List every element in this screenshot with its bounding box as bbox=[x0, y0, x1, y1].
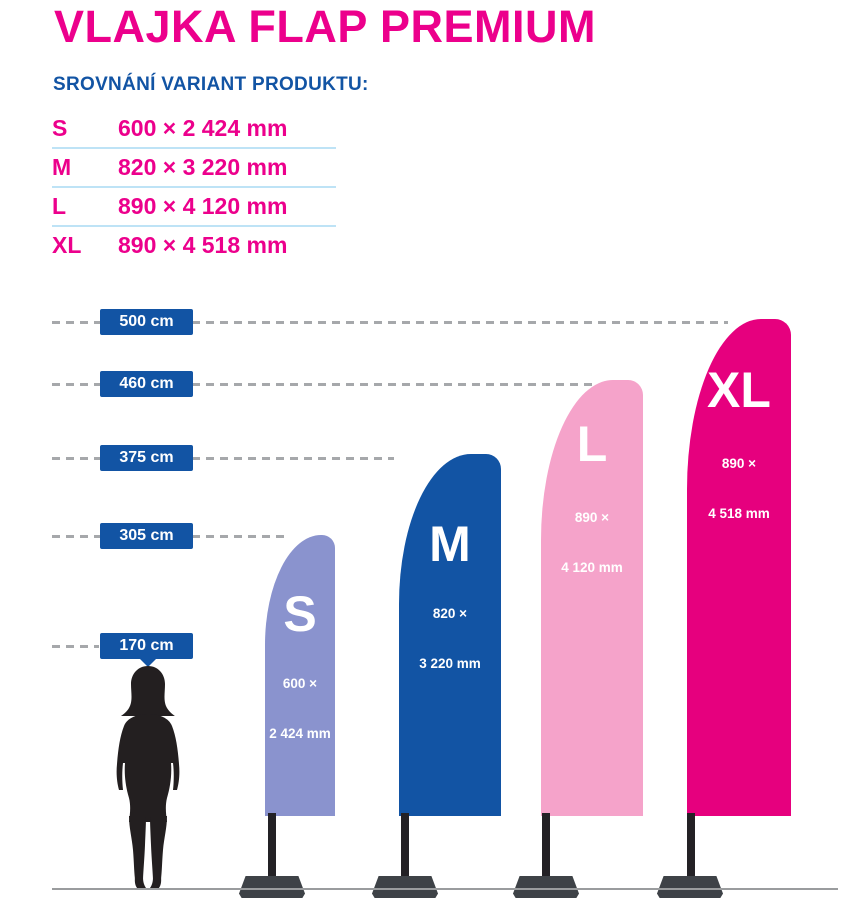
flag-dimensions: 820 × 3 220 mm bbox=[419, 606, 481, 671]
scale-badge-500: 500 cm bbox=[100, 309, 193, 335]
scale-line-460 bbox=[52, 383, 592, 386]
scale-badge-460: 460 cm bbox=[100, 371, 193, 397]
scale-badge-label: 500 cm bbox=[119, 313, 174, 330]
variant-row: S 600 × 2 424 mm bbox=[52, 110, 336, 149]
person-silhouette-icon bbox=[116, 666, 180, 889]
variant-dimensions: 600 × 2 424 mm bbox=[118, 115, 288, 141]
scale-badge-label: 460 cm bbox=[119, 375, 174, 392]
ground-line bbox=[52, 888, 838, 890]
scale-badge-305: 305 cm bbox=[100, 523, 193, 549]
variant-row: L 890 × 4 120 mm bbox=[52, 188, 336, 227]
flag-base bbox=[372, 876, 438, 898]
variant-row: M 820 × 3 220 mm bbox=[52, 149, 336, 188]
flag-dimensions: 600 × 2 424 mm bbox=[269, 676, 331, 741]
flag-size-letter: L bbox=[576, 416, 608, 472]
flag-base bbox=[239, 876, 305, 898]
flag-l: L 890 × 4 120 mm bbox=[541, 380, 643, 816]
variant-dimensions: 820 × 3 220 mm bbox=[118, 154, 288, 180]
scale-badge-170: 170 cm bbox=[100, 633, 193, 667]
scale-line-500 bbox=[52, 321, 728, 324]
variant-size-label: M bbox=[52, 154, 72, 180]
scale-line-375 bbox=[52, 457, 394, 460]
scale-badge-375: 375 cm bbox=[100, 445, 193, 471]
flag-pole bbox=[687, 813, 695, 891]
flag-s: S 600 × 2 424 mm bbox=[265, 535, 335, 816]
flag-dimensions: 890 × 4 518 mm bbox=[708, 456, 770, 521]
flag-base bbox=[513, 876, 579, 898]
flag-xl: XL 890 × 4 518 mm bbox=[687, 319, 791, 816]
variant-size-label: S bbox=[52, 115, 68, 141]
flag-pole bbox=[542, 813, 550, 891]
flag-size-letter: XL bbox=[707, 362, 771, 418]
flag-dimensions: 890 × 4 120 mm bbox=[561, 510, 623, 575]
flag-base bbox=[657, 876, 723, 898]
scale-line-170 bbox=[52, 645, 99, 648]
variant-dimensions: 890 × 4 518 mm bbox=[118, 232, 288, 258]
flag-size-letter: S bbox=[283, 586, 317, 642]
scale-badge-label: 170 cm bbox=[119, 637, 174, 654]
flag-pole bbox=[268, 813, 276, 891]
variant-size-label: XL bbox=[52, 232, 82, 258]
flag-size-letter: M bbox=[429, 516, 471, 572]
flag-pole bbox=[401, 813, 409, 891]
page-title: VLAJKA FLAP PREMIUM bbox=[54, 1, 597, 52]
variant-dimensions: 890 × 4 120 mm bbox=[118, 193, 288, 219]
flag-m: M 820 × 3 220 mm bbox=[399, 454, 501, 816]
scale-badge-label: 305 cm bbox=[119, 527, 174, 544]
scale-badge-label: 375 cm bbox=[119, 449, 174, 466]
badge-pointer-icon bbox=[139, 658, 157, 667]
variant-size-label: L bbox=[52, 193, 67, 219]
variant-row: XL 890 × 4 518 mm bbox=[52, 227, 336, 264]
section-subtitle: SROVNÁNÍ VARIANT PRODUKTU: bbox=[53, 74, 369, 95]
variant-table: S 600 × 2 424 mm M 820 × 3 220 mm L 890 … bbox=[52, 110, 336, 264]
